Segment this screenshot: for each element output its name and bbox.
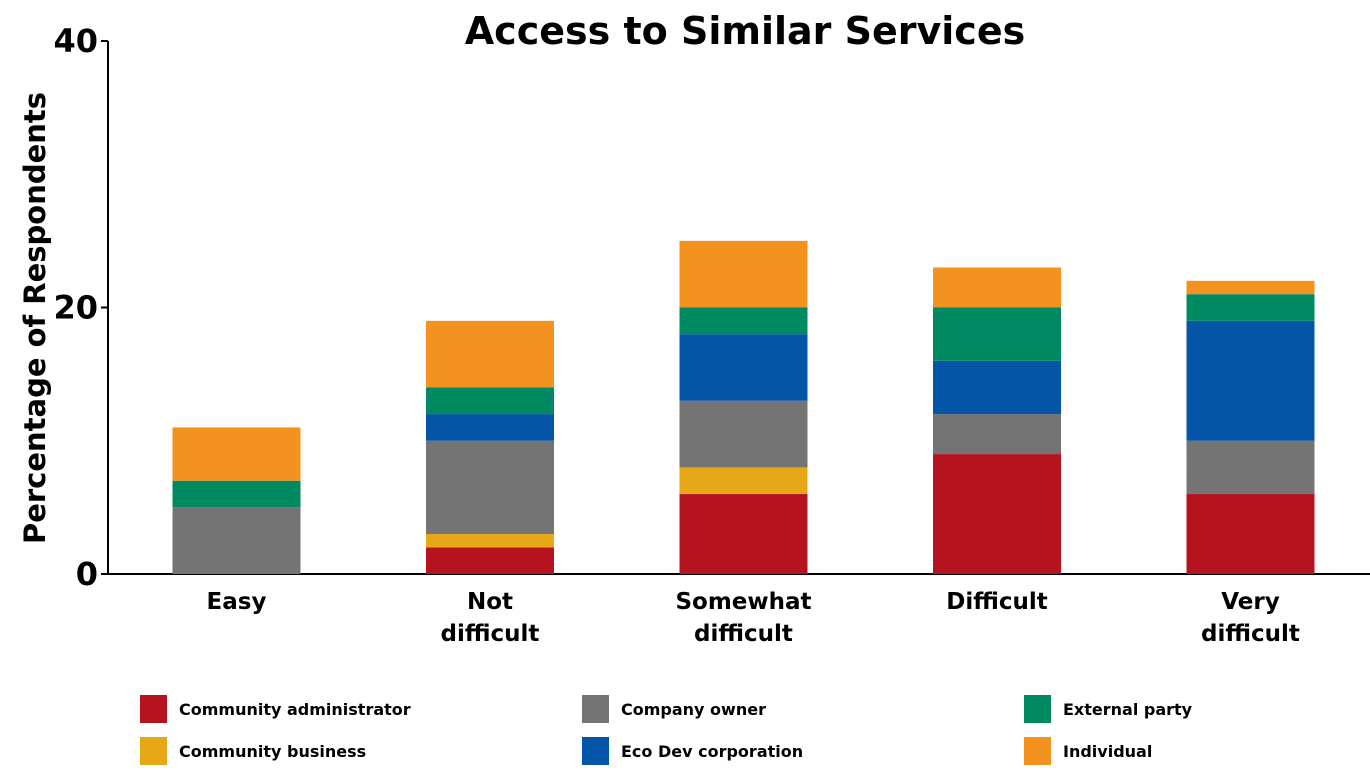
bar-segment (679, 307, 808, 335)
x-tick-label: Somewhat difficult (675, 589, 811, 647)
bar-segment (1186, 494, 1315, 574)
legend-item: Community business (140, 737, 366, 765)
bar-segment (1186, 320, 1315, 441)
bar-stack (933, 267, 1061, 574)
x-tick-label-line: Difficult (946, 589, 1048, 615)
legend-label: Eco Dev corporation (621, 742, 803, 761)
legend-label: Community administrator (179, 700, 411, 719)
legend-label: Individual (1063, 742, 1152, 761)
legend-swatch (1024, 695, 1051, 723)
bar-segment (172, 480, 301, 508)
x-tick-label-line: Not (467, 589, 513, 615)
bar-segment (933, 454, 1061, 574)
legend-item: Community administrator (140, 695, 411, 723)
bar-segment (1186, 440, 1315, 495)
x-tick-label-line: Easy (207, 589, 267, 615)
legend-swatch (140, 737, 167, 765)
bar-segment (679, 494, 808, 574)
x-tick-label-line: difficult (441, 621, 540, 647)
legend-swatch (140, 695, 167, 723)
x-tick-label-line: Somewhat (675, 589, 811, 615)
x-tick-label-line: difficult (694, 621, 793, 647)
x-tick-label-line: Very (1221, 589, 1279, 615)
legend-label: External party (1063, 700, 1193, 719)
bar-segment (933, 267, 1061, 308)
bar-segment (933, 360, 1061, 415)
bar-segment (172, 507, 301, 574)
x-tick-label: Difficult (946, 589, 1048, 615)
bar-stack (1186, 280, 1315, 574)
bar-segment (426, 387, 554, 415)
bar-segment (426, 320, 554, 388)
bar-segment (426, 440, 554, 535)
chart-title: Access to Similar Services (465, 9, 1025, 53)
bar-segment (933, 307, 1061, 361)
bar-segment (1186, 280, 1315, 295)
x-tick-label: Easy (207, 589, 267, 615)
bar-stack (679, 240, 808, 574)
bar-segment (679, 240, 808, 308)
y-axis: 0 20 40 (53, 22, 109, 593)
x-tick-label: Very difficult (1201, 589, 1300, 647)
y-tick-label: 0 (76, 555, 98, 593)
legend-swatch (582, 737, 609, 765)
x-tick-label: Not difficult (441, 589, 540, 647)
bar-segment (426, 414, 554, 441)
legend-swatch (582, 695, 609, 723)
bar-segment (679, 400, 808, 468)
bar-segment (172, 427, 301, 481)
bars (172, 240, 1315, 574)
legend-label: Community business (179, 742, 366, 761)
legend-item: Individual (1024, 737, 1152, 765)
y-axis-label: Percentage of Respondents (18, 92, 52, 544)
legend-item: Eco Dev corporation (582, 737, 803, 765)
legend-label: Company owner (621, 700, 766, 719)
bar-segment (679, 334, 808, 401)
bar-segment (426, 534, 554, 548)
legend-swatch (1024, 737, 1051, 765)
legend: Community administrator Company owner Exte… (140, 695, 1193, 765)
legend-item: External party (1024, 695, 1193, 723)
y-tick-label: 40 (53, 22, 98, 60)
y-tick-label: 20 (53, 289, 98, 327)
legend-item: Company owner (582, 695, 766, 723)
bar-stack (426, 320, 554, 574)
bar-segment (679, 467, 808, 495)
bar-segment (426, 547, 554, 574)
x-axis: Easy Not difficult Somewhat difficult Difficu… (108, 573, 1370, 647)
bar-segment (1186, 294, 1315, 321)
bar-stack (172, 427, 301, 574)
bar-segment (933, 414, 1061, 455)
x-tick-label-line: difficult (1201, 621, 1300, 647)
